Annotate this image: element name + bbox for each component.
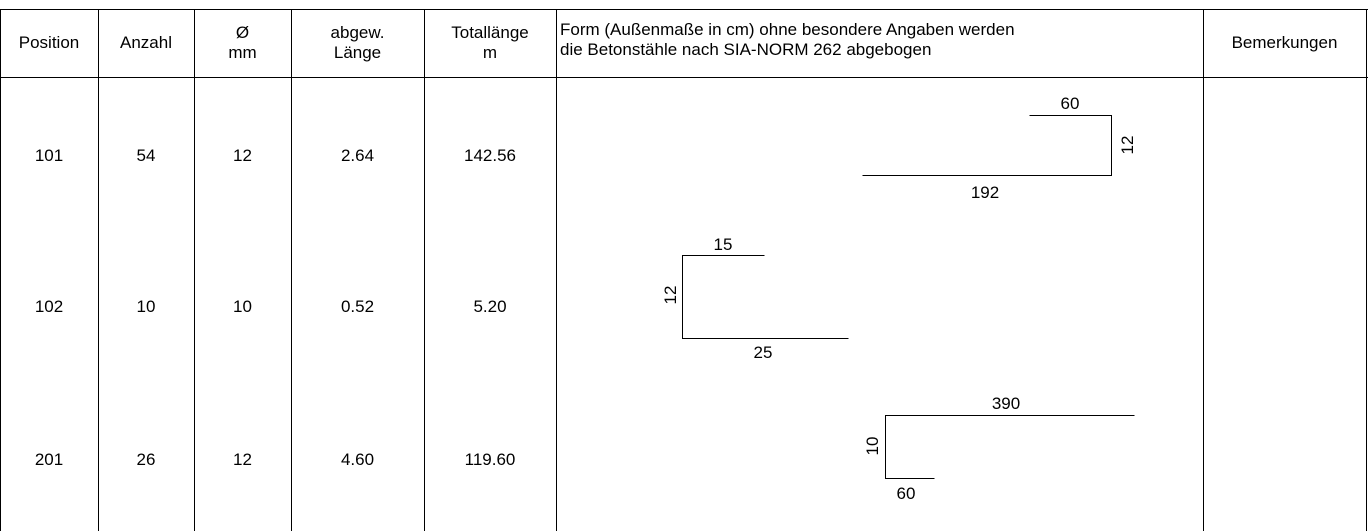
header-length: abgew. Länge	[291, 9, 424, 77]
header-remarks-label: Bemerkungen	[1231, 33, 1338, 52]
header-position-label: Position	[18, 33, 80, 52]
table-right-border	[1366, 9, 1367, 531]
shape-102	[682, 255, 849, 339]
shape-102-bottom-label: 25	[754, 343, 773, 362]
header-diameter-unit: mm	[228, 43, 257, 62]
column-divider	[556, 9, 557, 531]
shape-201-bottom-label: 60	[897, 484, 916, 503]
table-row-101-anzahl: 54	[136, 146, 156, 165]
header-bottom-border	[0, 77, 1368, 78]
column-divider	[194, 9, 195, 531]
shape-101-side-label: 12	[1118, 136, 1137, 155]
shape-201-top-label: 390	[992, 394, 1020, 413]
table-row-102-position: 102	[34, 297, 64, 316]
header-anzahl-label: Anzahl	[120, 33, 172, 52]
table-row-201-total: 119.60	[464, 450, 516, 469]
header-total-line1: Totallänge	[451, 23, 529, 42]
header-length-line1: abgew.	[330, 23, 385, 42]
shape-101-bottom-label: 192	[971, 183, 999, 202]
header-anzahl: Anzahl	[98, 9, 194, 77]
shape-101-bar	[862, 115, 1112, 176]
table-row-102-anzahl: 10	[136, 297, 156, 316]
header-length-line2: Länge	[333, 43, 382, 62]
shape-201-bar	[885, 415, 1135, 479]
table-row-201-length: 4.60	[340, 450, 375, 469]
column-divider	[291, 9, 292, 531]
shape-101	[862, 115, 1112, 176]
shape-201	[885, 415, 1135, 479]
table-row-102-diameter: 10	[233, 297, 252, 316]
table-top-border	[0, 9, 1368, 10]
shape-201-side-label: 10	[863, 437, 882, 456]
header-diameter-symbol: Ø	[235, 23, 250, 42]
shape-102-top-label: 15	[714, 235, 733, 254]
shape-101-top-label: 60	[1061, 94, 1080, 113]
column-divider	[1203, 9, 1204, 531]
table-left-border	[0, 9, 1, 531]
shape-102-side-label: 12	[661, 286, 680, 305]
header-form-line1: Form (Außenmaße in cm) ohne besondere An…	[560, 20, 1015, 39]
shape-102-bar	[682, 255, 849, 339]
header-total: Totallänge m	[424, 9, 556, 77]
table-row-101-total: 142.56	[464, 146, 516, 165]
header-total-line2: m	[482, 43, 498, 62]
header-form: Form (Außenmaße in cm) ohne besondere An…	[560, 20, 1200, 60]
table-row-102-total: 5.20	[473, 297, 507, 316]
table-row-201-position: 201	[34, 450, 64, 469]
table-row-102-length: 0.52	[340, 297, 375, 316]
column-divider	[424, 9, 425, 531]
table-row-101-diameter: 12	[233, 146, 252, 165]
header-form-line2: die Betonstähle nach SIA-NORM 262 abgebo…	[560, 40, 932, 59]
table-row-201-diameter: 12	[233, 450, 252, 469]
header-position: Position	[0, 9, 98, 77]
table-row-101-length: 2.64	[340, 146, 375, 165]
column-divider	[98, 9, 99, 531]
table-row-101-position: 101	[34, 146, 64, 165]
header-diameter: Ø mm	[194, 9, 291, 77]
header-remarks: Bemerkungen	[1203, 9, 1366, 77]
table-row-201-anzahl: 26	[136, 450, 156, 469]
